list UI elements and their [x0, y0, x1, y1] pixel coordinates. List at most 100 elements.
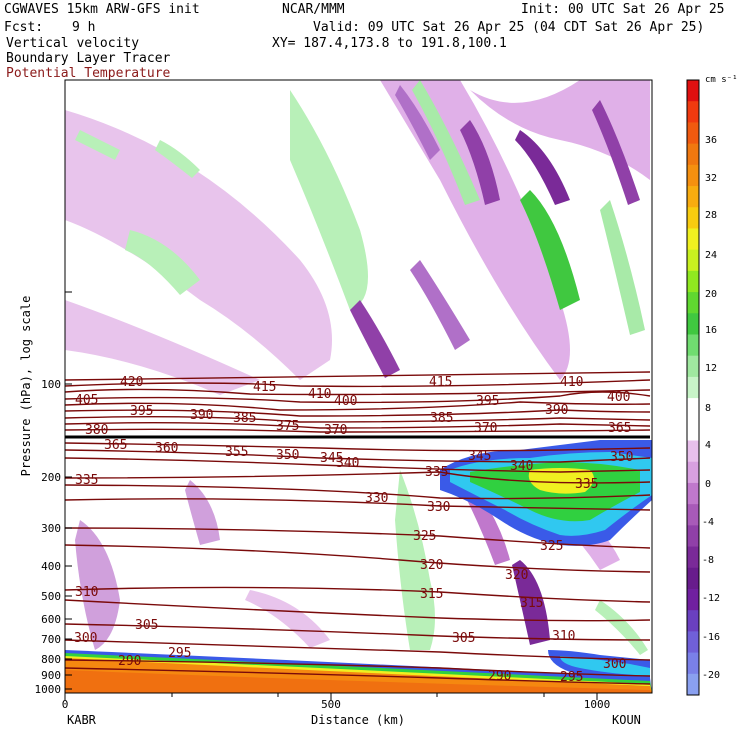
colorbar-swatch [687, 419, 699, 442]
colorbar-swatch [687, 461, 699, 484]
theta-label: 290 [118, 654, 141, 669]
theta-label: 350 [276, 448, 299, 463]
y-axis-title: Pressure (hPa), log scale [19, 296, 33, 477]
theta-label: 420 [120, 375, 143, 390]
x-axis-title: Distance (km) [311, 713, 405, 727]
right-station: KOUN [612, 713, 641, 727]
colorbar-swatch [687, 440, 699, 463]
y-tick-label: 100 [41, 378, 61, 391]
x-tick-labels: 0 500 1000 [62, 698, 611, 711]
theta-label: 375 [276, 419, 299, 434]
model-title: CGWAVES 15km ARW-GFS init [4, 2, 200, 17]
colorbar-swatch [687, 122, 699, 145]
colorbar-swatch [687, 546, 699, 569]
colorbar-swatch [687, 355, 699, 378]
theta-label: 335 [75, 473, 98, 488]
theta-label: 340 [510, 459, 533, 474]
y-tick-label: 1000 [35, 683, 62, 696]
theta-label: 300 [603, 657, 626, 672]
colorbar-label: -4 [702, 517, 714, 528]
x-tick-label: 500 [321, 698, 341, 711]
colorbar-swatch [687, 334, 699, 357]
y-axis [65, 291, 72, 690]
init-time: Init: 00 UTC Sat 26 Apr 25 [521, 2, 725, 17]
theta-label: 365 [608, 421, 631, 436]
theta-label: 345 [320, 451, 343, 466]
cross-section-endpoints: XY= 187.4,173.8 to 191.8,100.1 [272, 36, 507, 51]
colorbar-label: 28 [705, 210, 717, 221]
org-label: NCAR/MMM [282, 2, 345, 17]
colorbar-swatch [687, 588, 699, 611]
theta-label: 395 [130, 404, 153, 419]
theta-label: 335 [575, 477, 598, 492]
theta-label: 365 [104, 438, 127, 453]
theta-label: 305 [135, 618, 158, 633]
theta-label: 295 [560, 670, 583, 685]
colorbar-frame [686, 79, 700, 696]
theta-label: 315 [420, 587, 443, 602]
theta-label: 340 [336, 456, 359, 471]
theta-label: 300 [74, 631, 97, 646]
colorbar-label: 8 [705, 403, 711, 414]
y-tick-label: 900 [41, 669, 61, 682]
colorbar-swatch [687, 567, 699, 590]
theta-label: 410 [308, 387, 331, 402]
colorbar-swatch [687, 525, 699, 548]
fcst-value: 9 h [72, 20, 96, 35]
colorbar-labels: 36 32 28 24 20 16 12 8 4 0 -4 -8 -12 -16… [702, 135, 720, 681]
x-tick-label: 1000 [584, 698, 611, 711]
colorbar-swatch [687, 376, 699, 399]
theta-label: 335 [425, 465, 448, 480]
colorbar-label: 12 [705, 363, 717, 374]
colorbar-swatch [687, 164, 699, 187]
colorbar-label: -12 [702, 593, 720, 604]
plot-fields: 420 405 415 410 400 415 410 395 390 385 … [65, 80, 652, 693]
theta-label: 370 [324, 423, 347, 438]
colorbar-swatch [687, 631, 699, 654]
colorbar-swatch [687, 292, 699, 314]
y-tick-label: 200 [41, 471, 61, 484]
vertical-velocity-shading [65, 80, 650, 395]
theta-label: 360 [155, 441, 178, 456]
theta-label: 305 [452, 631, 475, 646]
colorbar-swatch [687, 313, 699, 335]
theta-label: 400 [334, 394, 357, 409]
colorbar-swatch [687, 143, 699, 166]
theta-label: 410 [560, 375, 583, 390]
theta-label: 380 [85, 423, 108, 438]
colorbar-swatch [687, 228, 699, 251]
colorbar-label: 20 [705, 289, 717, 300]
theta-label: 395 [476, 394, 499, 409]
y-tick-label: 500 [41, 590, 61, 603]
theta-label: 355 [225, 445, 248, 460]
y-tick-label: 300 [41, 522, 61, 535]
x-axis [64, 693, 598, 700]
y-tick-label: 700 [41, 633, 61, 646]
colorbar-swatch [687, 610, 699, 632]
theta-label: 385 [430, 411, 453, 426]
theta-label: 325 [413, 529, 436, 544]
left-station: KABR [67, 713, 97, 727]
x-tick-label: 0 [62, 698, 69, 711]
theta-label: 405 [75, 393, 98, 408]
colorbar-swatch [687, 673, 699, 696]
colorbar-label: 0 [705, 479, 711, 490]
colorbar-label: -16 [702, 632, 720, 643]
theta-label: 385 [233, 411, 256, 426]
theta-label: 295 [168, 646, 191, 661]
y-tick-label: 800 [41, 653, 61, 666]
colorbar-unit: cm s⁻¹ [705, 75, 738, 85]
theta-label: 290 [488, 669, 511, 684]
colorbar: cm s⁻¹ 36 32 28 24 20 16 12 8 4 0 -4 -8 … [686, 75, 738, 696]
theta-label: 330 [365, 491, 388, 506]
theta-label: 320 [505, 568, 528, 583]
valid-time: Valid: 09 UTC Sat 26 Apr 25 (04 CDT Sat … [313, 20, 705, 35]
colorbar-swatch [687, 249, 699, 272]
theta-label: 370 [474, 421, 497, 436]
field-bl-tracer: Boundary Layer Tracer [6, 51, 171, 66]
plot-frame [64, 79, 653, 694]
colorbar-swatch [687, 652, 699, 675]
colorbar-label: 24 [705, 250, 717, 261]
theta-label: 415 [429, 375, 452, 390]
